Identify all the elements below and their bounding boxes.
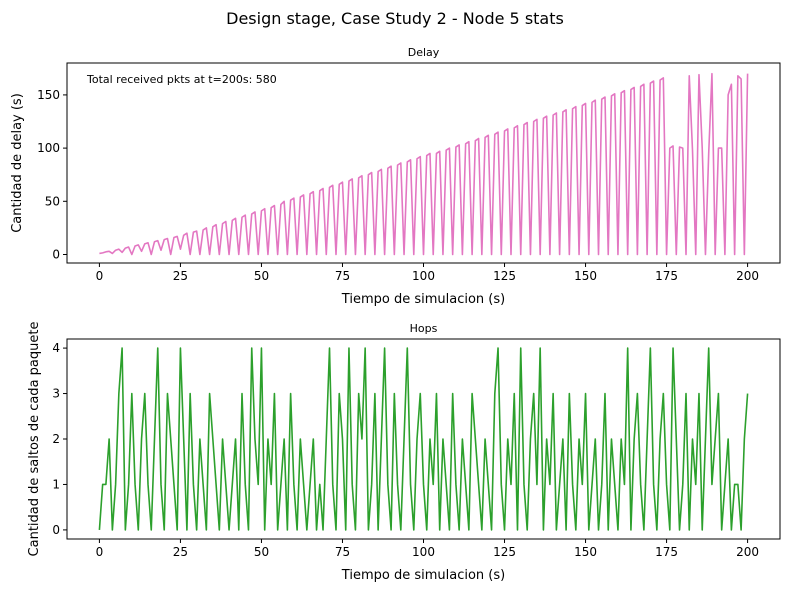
delay-annotation: Total received pkts at t=200s: 580 xyxy=(86,73,277,86)
delay-x-tick-label: 0 xyxy=(96,269,104,283)
delay-y-tick-label: 0 xyxy=(52,247,60,261)
hops-x-tick-label: 125 xyxy=(493,545,516,559)
hops-panel: Hops 0 25 50 75 100 125 150 175 200 0 1 2 3 4 Tiempo de… xyxy=(27,322,781,583)
hops-x-tick-label: 150 xyxy=(574,545,597,559)
delay-y-tick-label: 100 xyxy=(37,141,60,155)
delay-x-tick-label: 150 xyxy=(574,269,597,283)
delay-panel: Delay 0 25 50 75 100 125 150 175 200 0 50 100 150 Tiem… xyxy=(10,46,781,307)
hops-panel-title: Hops xyxy=(410,322,438,335)
hops-y-tick-label: 2 xyxy=(52,432,60,446)
figure-title: Design stage, Case Study 2 - Node 5 stat… xyxy=(226,9,564,28)
delay-series-line xyxy=(99,72,749,256)
hops-y-tick-label: 0 xyxy=(52,523,60,537)
hops-series-line xyxy=(98,347,749,531)
delay-y-tick-label: 150 xyxy=(37,88,60,102)
hops-y-tick-label: 1 xyxy=(52,477,60,491)
delay-x-tick-label: 175 xyxy=(655,269,678,283)
delay-y-tick-label: 50 xyxy=(45,194,60,208)
delay-x-tick-label: 200 xyxy=(736,269,759,283)
delay-x-tick-label: 100 xyxy=(412,269,435,283)
hops-x-tick-label: 100 xyxy=(412,545,435,559)
hops-x-tick-label: 200 xyxy=(736,545,759,559)
delay-x-tick-label: 125 xyxy=(493,269,516,283)
delay-x-tick-label: 25 xyxy=(173,269,188,283)
delay-y-axis-label: Cantidad de delay (s) xyxy=(10,93,25,233)
hops-x-tick-label: 25 xyxy=(173,545,188,559)
hops-y-tick-label: 3 xyxy=(52,387,60,401)
hops-x-tick-label: 75 xyxy=(335,545,350,559)
hops-x-axis-label: Tiempo de simulacion (s) xyxy=(341,568,505,583)
hops-x-tick-label: 175 xyxy=(655,545,678,559)
delay-x-tick-label: 75 xyxy=(335,269,350,283)
delay-x-axis-label: Tiempo de simulacion (s) xyxy=(341,292,505,307)
hops-x-tick-label: 0 xyxy=(96,545,104,559)
hops-y-axis-label: Cantidad de saltos de cada paquete xyxy=(27,322,42,557)
delay-x-tick-label: 50 xyxy=(254,269,269,283)
hops-x-tick-label: 50 xyxy=(254,545,269,559)
delay-panel-title: Delay xyxy=(408,46,440,59)
hops-y-tick-label: 4 xyxy=(52,341,60,355)
